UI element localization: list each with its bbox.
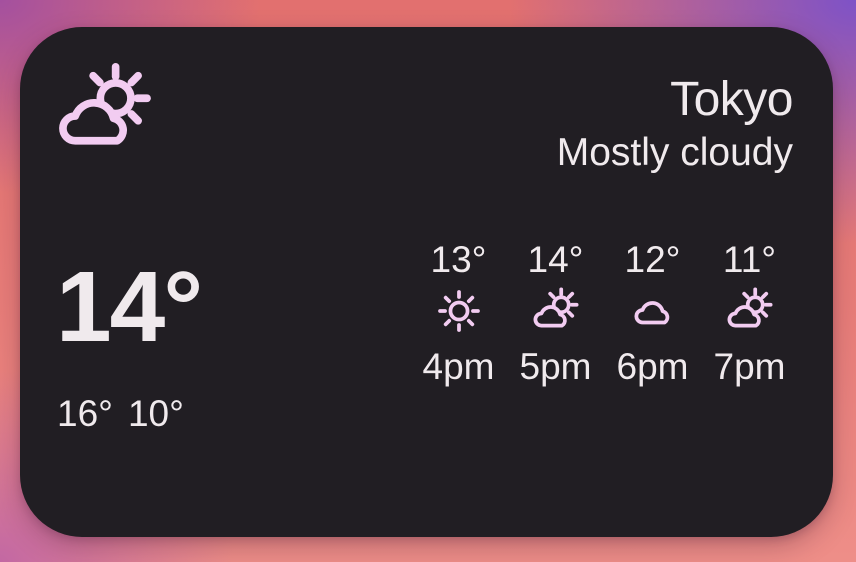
- hourly-time: 7pm: [713, 346, 786, 387]
- partly-cloudy-icon: [54, 60, 156, 162]
- low-temperature: 10°: [127, 393, 184, 434]
- hourly-temperature: 11°: [722, 239, 777, 280]
- sunny-icon: [434, 286, 484, 336]
- current-temperature: 14°: [56, 251, 203, 363]
- hourly-time: 4pm: [422, 346, 495, 387]
- hourly-temperature: 13°: [430, 239, 487, 280]
- high-low-temperatures: 16° 10°: [57, 395, 184, 432]
- hourly-forecast-item: 13° 4pm: [410, 241, 507, 385]
- hourly-time: 5pm: [519, 346, 592, 387]
- location-name: Tokyo: [670, 73, 793, 126]
- location-block: Tokyo Mostly cloudy: [556, 72, 794, 178]
- high-temperature: 16°: [57, 393, 113, 434]
- hourly-forecast: 13° 4pm 14° 5pm 12° 6pm 11° 7pm: [410, 241, 798, 385]
- partly-cloudy-icon: [725, 286, 775, 336]
- hourly-forecast-item: 11° 7pm: [701, 241, 798, 385]
- hourly-temperature: 14°: [527, 239, 584, 280]
- hourly-forecast-item: 14° 5pm: [507, 241, 604, 385]
- hourly-temperature: 12°: [624, 239, 681, 280]
- cloudy-icon: [628, 286, 678, 336]
- condition-text: Mostly cloudy: [556, 131, 793, 174]
- hourly-forecast-item: 12° 6pm: [604, 241, 701, 385]
- hourly-time: 6pm: [616, 346, 689, 387]
- weather-widget[interactable]: Tokyo Mostly cloudy 14° 16° 10° 13° 4pm …: [20, 27, 833, 537]
- partly-cloudy-icon: [531, 286, 581, 336]
